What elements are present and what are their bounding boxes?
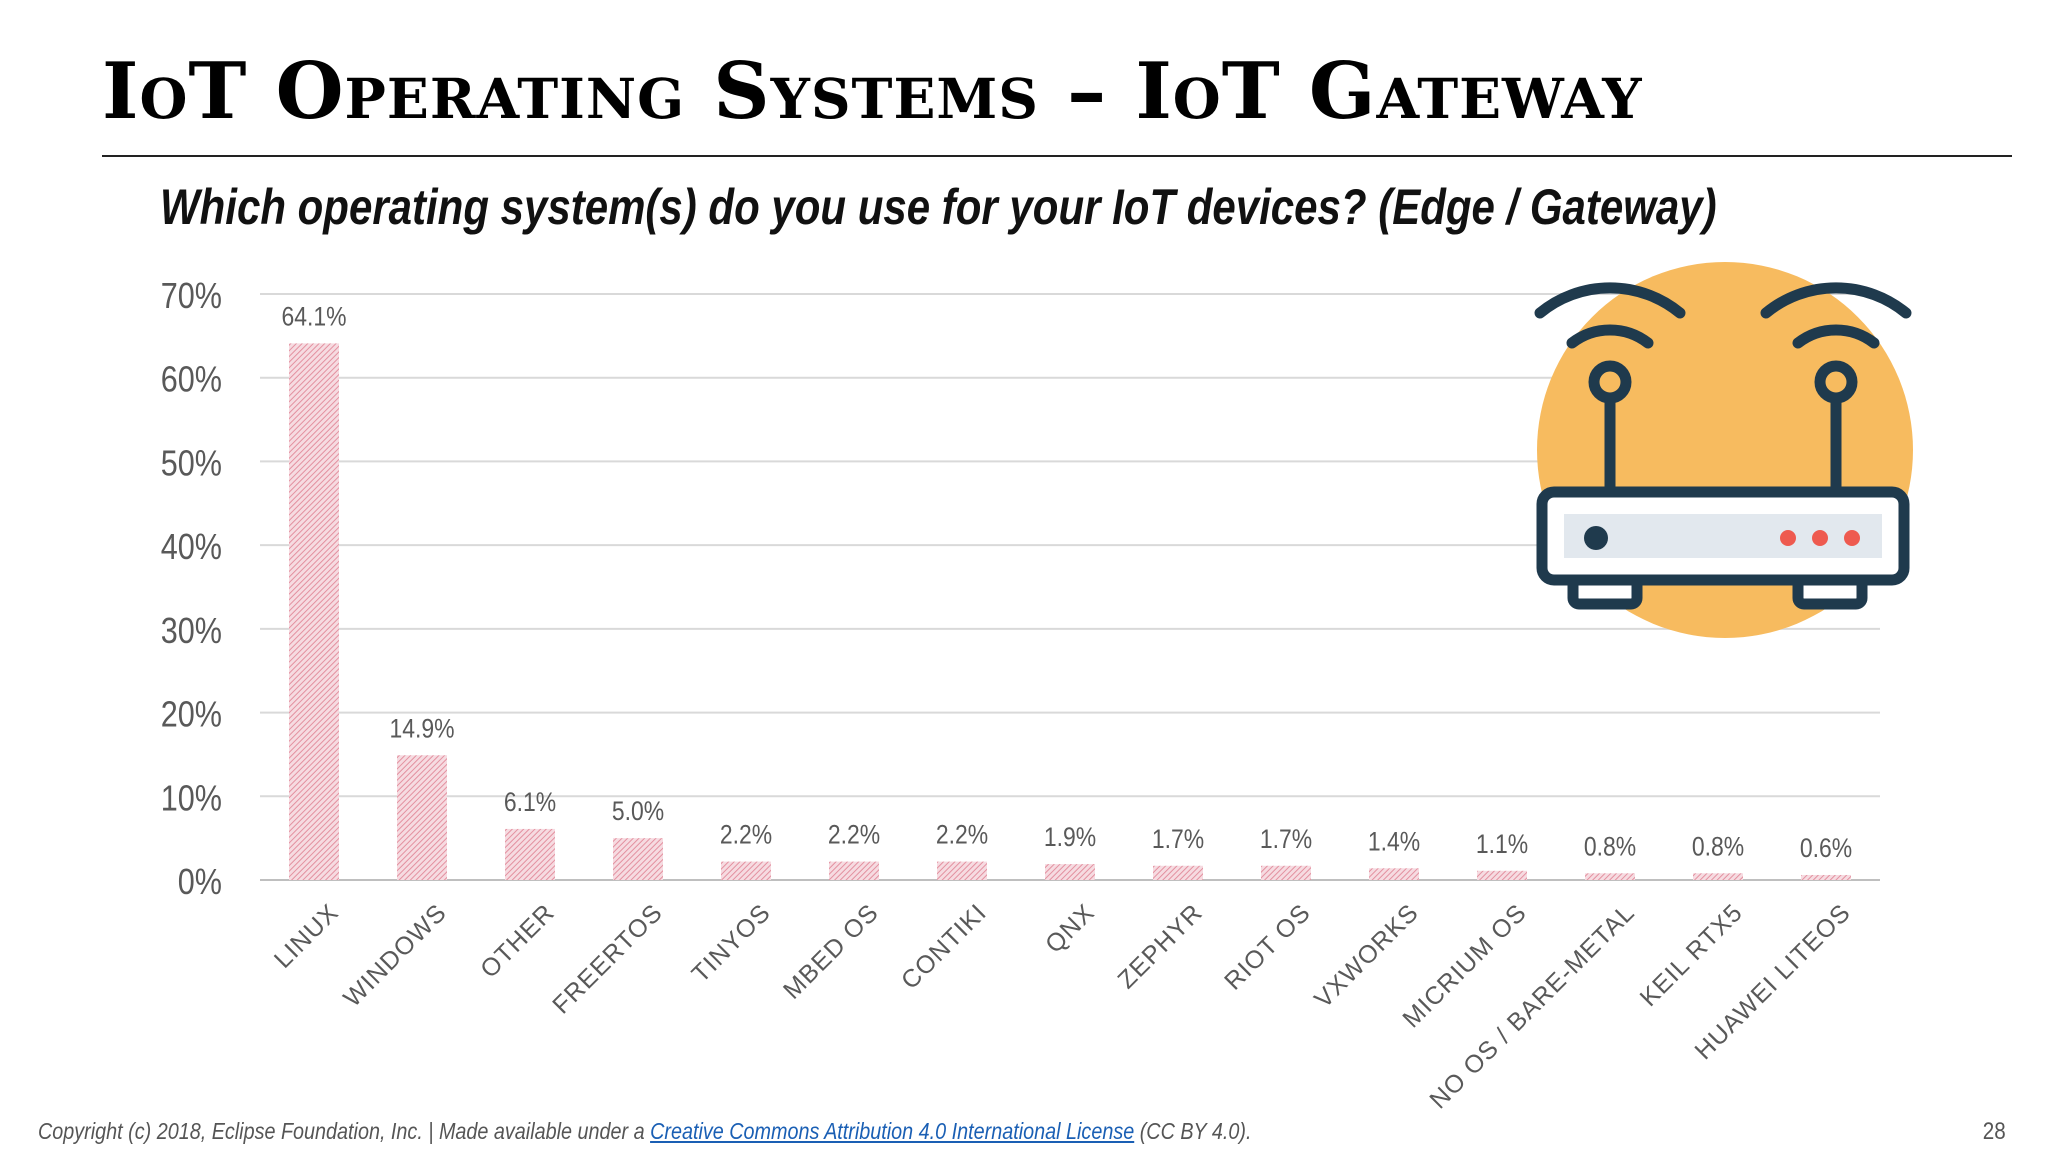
bar-chart: 0% 10% 20% 30% 40% 50% 60% 70% 64.1% 14.9% 6.1% 5.… — [161, 277, 1880, 1110]
data-label: 5.0% — [612, 796, 664, 826]
bar — [1153, 865, 1203, 880]
bar — [1801, 874, 1851, 880]
bar — [1369, 868, 1419, 880]
data-label: 2.2% — [720, 820, 772, 850]
x-tick-label: OTHER — [475, 898, 560, 983]
data-label: 1.9% — [1044, 822, 1096, 852]
x-tick-label: NO OS / BARE-METAL — [1424, 898, 1640, 1110]
chart-subtitle: Which operating system(s) do you use for… — [160, 179, 1717, 235]
bar — [721, 861, 771, 880]
x-tick-label: QNX — [1040, 898, 1100, 958]
data-label: 1.1% — [1476, 829, 1528, 859]
router-led-3 — [1844, 530, 1860, 546]
data-label: 2.2% — [828, 820, 880, 850]
title-divider — [102, 155, 2012, 157]
bar — [1045, 864, 1095, 880]
page-number: 28 — [1983, 1118, 2006, 1145]
x-tick-label: TINYOS — [686, 898, 776, 988]
license-link[interactable]: Creative Commons Attribution 4.0 Interna… — [650, 1118, 1135, 1144]
wifi-router-icon — [1534, 262, 1913, 638]
data-label: 6.1% — [504, 787, 556, 817]
data-label: 1.4% — [1368, 827, 1420, 857]
router-led-2 — [1812, 530, 1828, 546]
data-label: 0.6% — [1800, 833, 1852, 863]
footer-suffix: (CC BY 4.0). — [1134, 1118, 1252, 1144]
router-power-dot — [1584, 526, 1608, 550]
data-label: 1.7% — [1260, 824, 1312, 854]
x-tick-label: WINDOWS — [338, 898, 452, 1012]
y-tick-label: 40% — [161, 528, 222, 568]
data-labels: 64.1% 14.9% 6.1% 5.0% 2.2% 2.2% 2.2% 1.9% 1.7% 1.… — [281, 302, 1852, 864]
y-tick-label: 20% — [161, 695, 222, 735]
bar — [937, 861, 987, 880]
x-tick-label: MBED OS — [778, 898, 884, 1004]
bar — [1693, 873, 1743, 880]
y-tick-label: 70% — [161, 277, 222, 317]
data-label: 14.9% — [389, 714, 454, 744]
x-tick-label: KEIL RTX5 — [1635, 898, 1749, 1012]
y-tick-label: 10% — [161, 779, 222, 819]
bar — [613, 838, 663, 880]
x-tick-label: FREERTOS — [547, 898, 668, 1019]
bar — [505, 828, 555, 880]
left-wifi-arc-outer — [1534, 282, 1686, 319]
y-tick-label: 30% — [161, 612, 222, 652]
footer-prefix: Copyright (c) 2018, Eclipse Foundation, … — [38, 1118, 651, 1144]
bar — [1585, 873, 1635, 880]
data-label: 64.1% — [281, 302, 346, 332]
left-wifi-arc-inner — [1566, 324, 1654, 349]
bar — [1477, 870, 1527, 880]
copyright-footer: Copyright (c) 2018, Eclipse Foundation, … — [38, 1118, 1251, 1145]
bar — [397, 755, 447, 880]
y-axis: 0% 10% 20% 30% 40% 50% 60% 70% — [161, 277, 222, 903]
data-label: 2.2% — [936, 820, 988, 850]
bar — [1261, 865, 1311, 880]
right-wifi-arc-inner — [1792, 324, 1880, 349]
x-tick-label: RIOT OS — [1219, 898, 1316, 995]
right-wifi-arc-outer — [1760, 282, 1912, 319]
x-tick-label: ZEPHYR — [1112, 898, 1208, 994]
y-tick-label: 60% — [161, 360, 222, 400]
slide-title: IoT Operating Systems – IoT Gateway — [102, 46, 1643, 137]
y-tick-label: 50% — [161, 444, 222, 484]
x-tick-label: CONTIKI — [896, 898, 992, 994]
x-tick-label: VXWORKS — [1309, 898, 1424, 1013]
data-label: 1.7% — [1152, 824, 1204, 854]
data-label: 0.8% — [1584, 832, 1636, 862]
x-tick-label: LINUX — [269, 898, 344, 973]
router-panel — [1564, 514, 1882, 558]
y-tick-label: 0% — [178, 863, 222, 903]
bar — [289, 343, 339, 880]
bars — [289, 343, 1851, 880]
router-led-1 — [1780, 530, 1796, 546]
data-label: 0.8% — [1692, 832, 1744, 862]
bar — [829, 861, 879, 880]
